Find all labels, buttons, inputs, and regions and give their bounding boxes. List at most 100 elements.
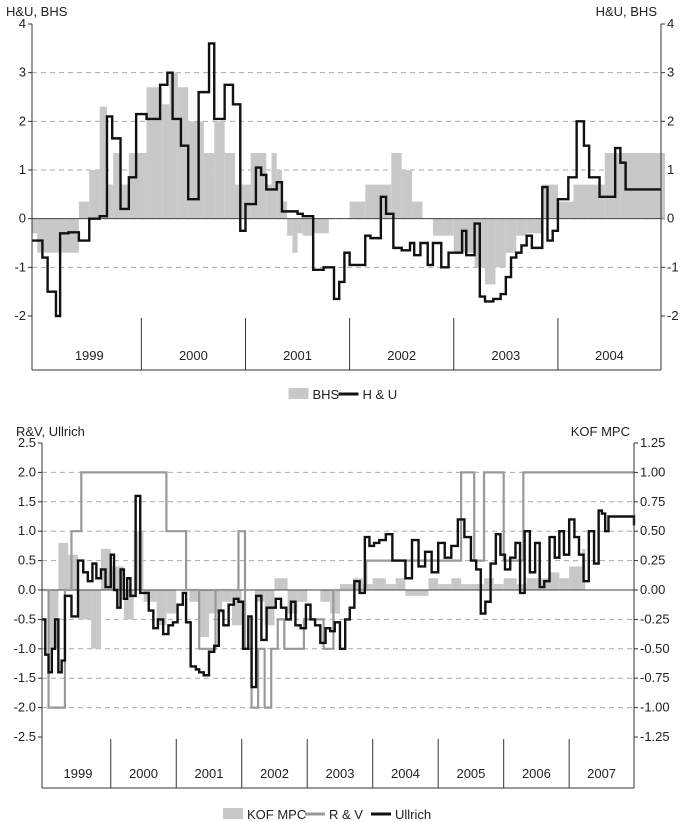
right-y-tick-label: -1	[667, 259, 679, 274]
bar	[461, 584, 471, 590]
bar	[166, 590, 177, 614]
right-y-tick-label: -0.25	[640, 611, 670, 626]
x-tick-label: 2005	[456, 766, 485, 781]
bar	[569, 566, 583, 590]
bar	[214, 121, 225, 219]
y-tick-label: 0.5	[18, 553, 36, 568]
x-tick-label: 2000	[179, 348, 208, 363]
right-y-tick-label: -1.00	[640, 700, 670, 715]
right-y-tick-label: 0.75	[640, 494, 665, 509]
bar	[470, 584, 485, 590]
x-tick-label: 2001	[283, 348, 312, 363]
y-tick-label: 3	[19, 65, 26, 80]
legend-swatch	[223, 808, 243, 819]
bar	[89, 170, 100, 219]
bar	[276, 170, 282, 219]
right-y-tick-label: 4	[667, 16, 674, 31]
left-axis-label: R&V, Ullrich	[16, 424, 85, 439]
bar	[536, 578, 550, 590]
legend-label: KOF MPC	[247, 807, 306, 822]
bar	[302, 218, 314, 236]
x-tick-label: 2003	[326, 766, 355, 781]
bar	[78, 201, 90, 219]
y-tick-label: 4	[19, 16, 26, 31]
right-y-tick-label: -2	[667, 308, 679, 323]
bar	[372, 578, 386, 590]
bar	[91, 590, 101, 649]
bar	[224, 152, 236, 219]
y-tick-label: -2.5	[14, 729, 36, 744]
bar	[271, 152, 277, 219]
bar	[266, 184, 272, 219]
bar	[484, 578, 494, 590]
bar	[287, 218, 293, 236]
right-y-tick-label: -0.50	[640, 641, 670, 656]
bar	[37, 218, 79, 253]
right-y-tick-label: 2	[667, 113, 674, 128]
bar	[48, 590, 59, 649]
bar	[68, 554, 79, 590]
bar	[143, 590, 157, 602]
bar	[169, 72, 178, 219]
bar	[162, 104, 170, 219]
bar	[203, 152, 215, 219]
y-tick-label: -1	[14, 259, 26, 274]
bar	[274, 578, 288, 590]
bar	[395, 578, 406, 590]
bar	[156, 590, 167, 626]
x-tick-label: 2000	[129, 766, 158, 781]
bar	[146, 87, 163, 219]
series-line	[42, 494, 636, 689]
bar	[453, 218, 475, 253]
x-tick-label: 2001	[195, 766, 224, 781]
bar	[339, 584, 354, 590]
right-y-tick-label: 1.00	[640, 464, 665, 479]
bar	[428, 578, 439, 590]
bar	[495, 218, 506, 268]
bar	[78, 590, 92, 620]
bar	[330, 590, 340, 614]
bar	[320, 590, 331, 602]
x-tick-label: 2002	[260, 766, 289, 781]
right-y-tick-label: 1	[667, 162, 674, 177]
bar	[188, 121, 204, 219]
bar	[177, 87, 189, 219]
bar	[516, 218, 527, 236]
bar	[493, 584, 504, 590]
x-tick-label: 2004	[391, 766, 420, 781]
legend-label: H & U	[363, 387, 398, 402]
bar	[362, 584, 373, 590]
series-line	[42, 471, 634, 709]
y-tick-label: 1	[19, 162, 26, 177]
bar	[133, 531, 144, 590]
bar	[526, 578, 537, 590]
bar	[405, 590, 419, 596]
y-tick-label: -2	[14, 308, 26, 323]
bar	[32, 218, 38, 234]
right-y-tick-label: 0.00	[640, 582, 665, 597]
bar	[128, 152, 147, 219]
legend-swatch	[288, 388, 309, 399]
x-tick-label: 2003	[491, 348, 520, 363]
x-tick-label: 2002	[387, 348, 416, 363]
y-tick-label: 2.0	[18, 464, 36, 479]
bar	[120, 184, 129, 219]
bar	[438, 584, 452, 590]
right-y-tick-label: 0.25	[640, 553, 665, 568]
series-line	[32, 42, 661, 318]
x-tick-label: 2004	[595, 348, 624, 363]
right-y-tick-label: 0	[667, 211, 674, 226]
right-y-tick-label: -1.25	[640, 729, 670, 744]
bar	[292, 218, 298, 253]
bar	[401, 170, 413, 219]
bar	[58, 542, 69, 590]
bar	[235, 184, 251, 219]
bar	[526, 218, 543, 234]
y-tick-label: -1.0	[14, 641, 36, 656]
right-y-tick-label: -0.75	[640, 670, 670, 685]
legend-label: Ullrich	[395, 807, 431, 822]
bar	[385, 584, 396, 590]
y-tick-label: 2.5	[18, 435, 36, 450]
